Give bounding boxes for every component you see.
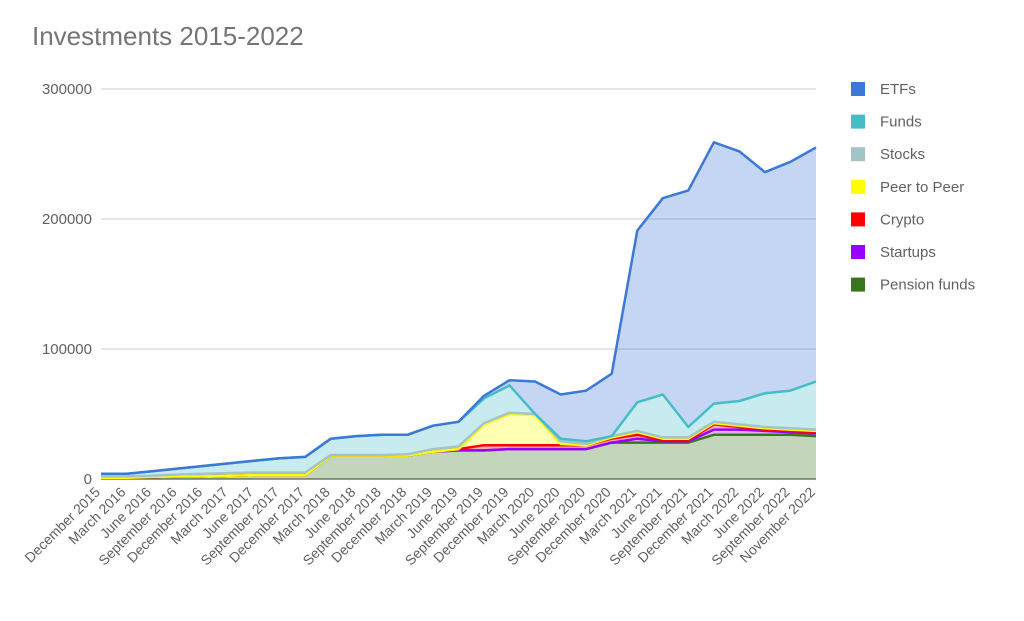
legend-swatch [851,179,865,194]
legend-label: Funds [880,114,922,131]
legend-swatch [851,212,865,227]
legend-label: Pension funds [880,277,975,294]
legend-swatch [851,277,865,292]
legend-label: Crypto [880,211,924,228]
legend-label: Stocks [880,146,925,163]
y-tick-label: 300000 [42,81,92,98]
legend-label: ETFs [880,81,916,98]
legend-swatch [851,147,865,162]
y-tick-label: 0 [84,471,92,488]
y-tick-label: 100000 [42,341,92,358]
area [101,381,816,477]
legend-swatch [851,82,865,96]
legend-label: Startups [880,244,936,261]
chart-title: Investments 2015-2022 [32,21,304,51]
area [101,142,816,474]
y-tick-label: 200000 [42,211,92,228]
area [101,434,816,479]
legend-swatch [851,245,865,259]
line [101,411,817,478]
line [101,141,817,476]
legend-label: Peer to Peer [880,179,964,196]
legend-swatch [851,114,865,129]
